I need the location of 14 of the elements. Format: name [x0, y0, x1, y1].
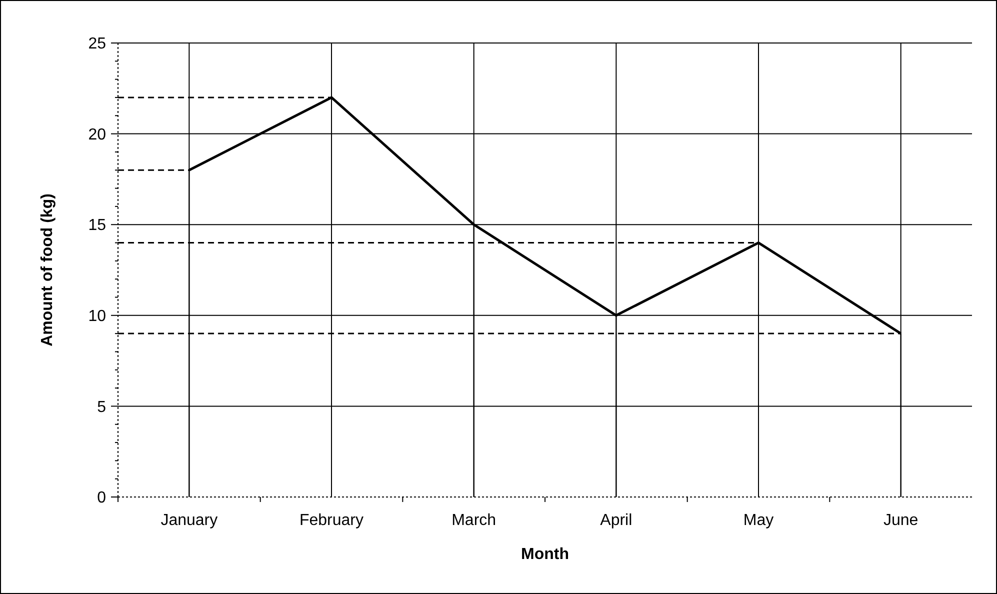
y-tick-label: 15 — [88, 217, 106, 234]
x-tick-label: April — [600, 512, 632, 529]
x-tick-label: February — [299, 512, 364, 529]
y-tick-label: 0 — [97, 490, 106, 507]
y-tick-label: 20 — [88, 126, 106, 144]
y-tick-label: 10 — [88, 308, 106, 325]
x-tick-label: June — [883, 512, 918, 529]
y-tick-label: 25 — [88, 36, 106, 53]
y-tick-label: 5 — [97, 398, 106, 416]
x-axis-title: Month — [521, 546, 569, 563]
x-tick-label: March — [452, 512, 496, 529]
x-tick-label: May — [743, 512, 774, 529]
x-tick-label: January — [160, 512, 218, 529]
y-axis-title: Amount of food (kg) — [39, 194, 56, 346]
